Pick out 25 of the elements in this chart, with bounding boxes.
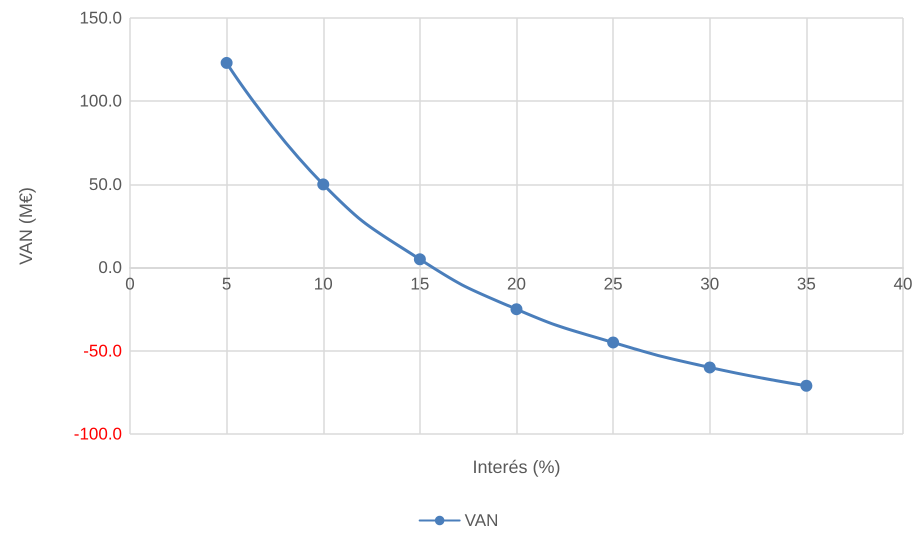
- x-tick-label: 10: [314, 274, 333, 294]
- x-tick-label: 30: [700, 274, 720, 294]
- point: [414, 253, 426, 266]
- y-tick-label: -50.0: [83, 341, 122, 360]
- point: [704, 361, 716, 374]
- x-tick-label: 0: [125, 274, 135, 294]
- point: [607, 336, 620, 348]
- point: [220, 56, 233, 69]
- x-tick-label: 5: [222, 274, 232, 294]
- y-tick-label: -100.0: [74, 424, 122, 444]
- point: [317, 178, 330, 190]
- x-tick-label: 15: [410, 274, 430, 294]
- x-tick-label: 20: [507, 274, 526, 294]
- point: [800, 380, 812, 392]
- point: [510, 303, 522, 316]
- legend-label: VAN: [464, 511, 498, 530]
- y-tick-label: 100.0: [79, 92, 122, 111]
- x-tick-label: 25: [604, 274, 623, 294]
- x-tick-label: 35: [796, 274, 816, 294]
- y-tick-label: 150.0: [79, 8, 122, 28]
- y-axis-title: VAN (M€): [16, 187, 36, 265]
- x-axis-title: Interés (%): [472, 457, 561, 477]
- y-tick-label: 0.0: [98, 258, 122, 278]
- x-tick-label: 40: [894, 274, 912, 294]
- y-tick-label: 50.0: [88, 174, 122, 194]
